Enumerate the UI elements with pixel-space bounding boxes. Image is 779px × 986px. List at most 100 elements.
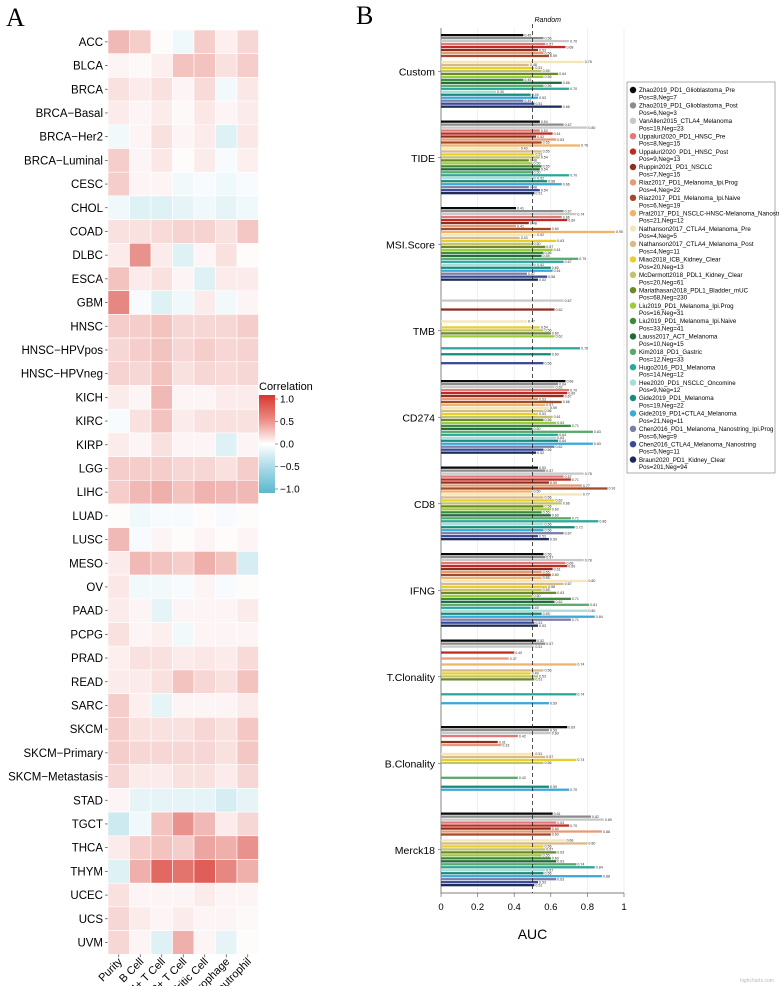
heatmap-cell (215, 527, 238, 552)
bar-value-label: 0.60 (552, 352, 559, 356)
heatmap-cell (150, 361, 173, 386)
colorbar-title: Correlation (259, 381, 313, 393)
bar-value-label: 0.59 (550, 481, 557, 485)
bar-value-label: 0.69 (568, 725, 575, 729)
legend-dataset-counts: Pos=5,Neg=11 (639, 449, 680, 456)
bar-value-label: 0.74 (577, 212, 584, 216)
bar-value-label: 0.67 (565, 260, 572, 264)
legend-swatch (629, 425, 637, 432)
bar-value-label: 0.53 (539, 675, 546, 679)
x-tick-label: 0.2 (471, 902, 484, 913)
heatmap-cell (236, 361, 259, 386)
colorbar-tick-label: 0.5 (280, 417, 294, 428)
heatmap-cell (150, 171, 173, 197)
bar-value-label: 0.53 (539, 624, 546, 628)
heatmap-cell (172, 361, 195, 386)
bar-value-label: 0.57 (546, 555, 553, 559)
bar-value-label: 0.58 (548, 179, 555, 183)
auc-bar (441, 860, 557, 863)
auc-bar (441, 186, 529, 189)
heatmap-cell (193, 574, 216, 600)
bar-value-label: 0.60 (552, 508, 559, 512)
legend-dataset-counts: Pos=201,Neg=94 (639, 464, 688, 471)
legend-swatch (629, 133, 637, 140)
heatmap-cell (215, 740, 238, 766)
bar-value-label: 0.64 (559, 439, 566, 443)
heatmap-cell (193, 314, 216, 339)
auc-bar (441, 362, 544, 365)
heatmap-cell (107, 503, 130, 529)
bar-value-label: 0.57 (546, 869, 553, 873)
heatmap-cell (129, 385, 152, 410)
bar-value-label: 0.51 (535, 678, 542, 682)
heatmap-cell (215, 693, 238, 718)
bar-value-label: 0.42 (519, 776, 526, 780)
bar-value-label: 0.62 (555, 385, 562, 389)
heatmap-cell (193, 669, 216, 694)
heatmap-row-label: TGCT (72, 819, 103, 831)
auc-bar (441, 663, 577, 666)
heatmap-cell (129, 408, 152, 434)
auc-bar (441, 418, 544, 422)
bar-value-label: 0.78 (585, 558, 592, 562)
heatmap-row-label: OV (86, 582, 103, 594)
legend-dataset-counts: Pos=20,Neg=61 (639, 279, 684, 286)
legend-dataset-counts: Pos=6,Neg=9 (639, 433, 677, 440)
heatmap-cell (193, 408, 216, 434)
auc-bar (441, 788, 570, 791)
auc-bar (441, 618, 571, 621)
legend-dataset-name: Hee2020_PD1_NSCLC_Oncomine (639, 380, 736, 387)
x-axis-title: AUC (518, 926, 548, 942)
legend-dataset-name: Ruppin2021_PD1_NSCLC (639, 164, 713, 171)
bar-value-label: 0.49 (532, 672, 539, 676)
heatmap-cell (193, 219, 216, 244)
heatmap-cell (107, 124, 130, 149)
auc-bar (441, 39, 570, 43)
auc-bar-panel: 0 0.2 0.4 0.6 0.8 1AUCCustom0.450.560.700.570… (385, 17, 627, 942)
heatmap-cell (129, 432, 152, 457)
heatmap-row-label: GBM (77, 298, 103, 310)
bar-value-label: 0.51 (535, 102, 542, 106)
heatmap-cell (236, 669, 259, 694)
heatmap-cell (236, 788, 259, 813)
auc-bar (441, 642, 546, 645)
bar-value-label: 0.51 (535, 66, 542, 70)
auc-bar (441, 180, 548, 183)
colorbar-tick-label: 1.0 (280, 395, 294, 406)
heatmap-cell (129, 693, 152, 718)
auc-bar (441, 66, 535, 70)
heatmap-cell (172, 290, 195, 315)
bar-value-label: 0.62 (555, 445, 562, 449)
legend-dataset-counts: Pos=8,Neg=7 (639, 95, 677, 102)
bar-value-label: 0.62 (555, 308, 562, 312)
heatmap-cell (129, 645, 152, 671)
auc-bar (441, 99, 524, 102)
bar-value-label: 0.53 (539, 880, 546, 884)
bar-value-label: 0.60 (552, 573, 559, 577)
bar-value-label: 0.70 (570, 788, 577, 792)
auc-bar (441, 239, 557, 243)
auc-bar (441, 42, 546, 46)
heatmap-cell (215, 906, 238, 931)
heatmap-cell (193, 479, 216, 505)
heatmap-cell (107, 77, 130, 102)
heatmap-cell (129, 314, 152, 339)
auc-bar (441, 299, 564, 302)
heatmap-cell (193, 266, 216, 292)
heatmap-cell (193, 385, 216, 410)
legend-dataset-counts: Pos=10,Neg=15 (639, 341, 684, 348)
heatmap-cell (107, 693, 130, 718)
heatmap-cell (193, 53, 216, 78)
auc-bar (441, 69, 542, 73)
heatmap-cell (172, 266, 195, 292)
heatmap-cell (150, 124, 173, 149)
heatmap-cell (150, 764, 173, 789)
auc-bar (441, 335, 555, 338)
heatmap-cell (150, 456, 173, 481)
bar-value-label: 0.64 (559, 433, 566, 437)
auc-bar (441, 412, 538, 416)
heatmap-row-label: HNSC−HPVpos (22, 345, 104, 357)
auc-bar (441, 734, 518, 738)
heatmap-cell (236, 598, 259, 623)
heatmap-cell (129, 811, 152, 837)
